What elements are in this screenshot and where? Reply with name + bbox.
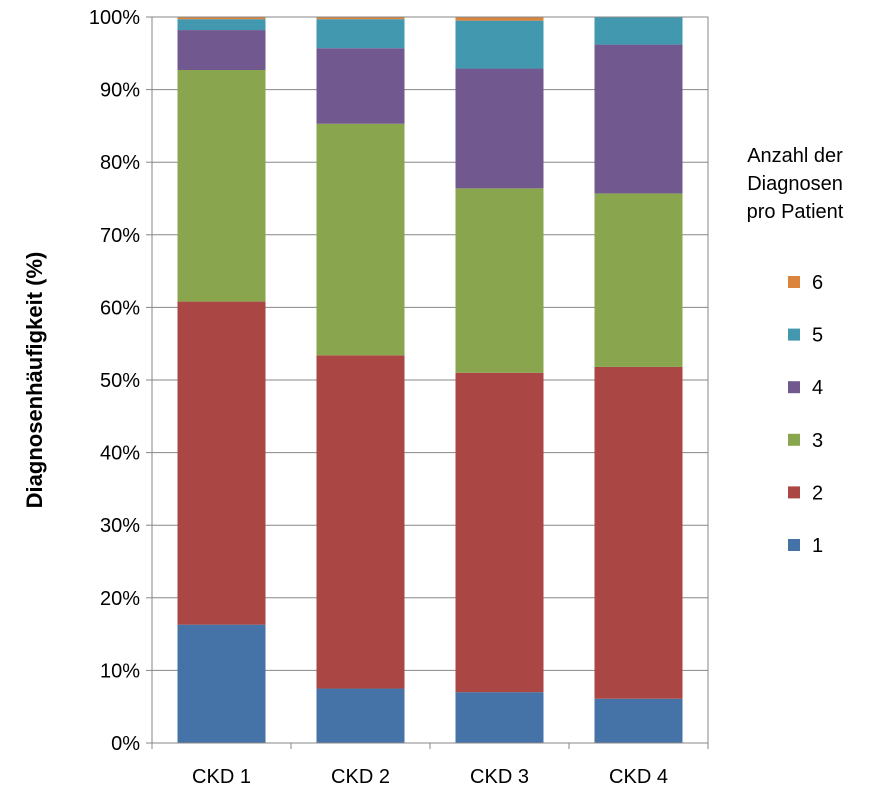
bar-segment — [594, 366, 683, 699]
y-tick-label: 80% — [100, 152, 140, 174]
plot-area-border — [151, 16, 709, 744]
bar-segment — [177, 69, 266, 302]
y-tick-label: 60% — [100, 297, 140, 319]
legend-title-line-2: Diagnosen — [747, 173, 843, 195]
legend-label: 4 — [812, 377, 823, 399]
legend-swatch — [788, 328, 800, 341]
legend: Anzahl der Diagnosen pro Patient 6 5 4 3 2 1 — [747, 145, 844, 557]
bar-segment — [316, 17, 405, 20]
legend-title-line-3: pro Patient — [747, 201, 844, 223]
legend-label: 6 — [812, 272, 823, 294]
y-tick-label: 90% — [100, 80, 140, 102]
bar-segment — [594, 17, 683, 45]
bar-segment — [316, 123, 405, 356]
legend-swatch — [788, 276, 800, 288]
legend-title-line-1: Anzahl der — [747, 145, 843, 167]
y-tick-label: 10% — [100, 660, 140, 682]
legend-label: 5 — [812, 325, 823, 347]
bar-segment — [594, 193, 683, 367]
bar-segment — [455, 692, 544, 743]
x-tick-label: CKD 1 — [192, 766, 251, 788]
legend-swatch — [788, 486, 800, 499]
bar-segment — [316, 48, 405, 124]
y-tick-labels: 0% 10% 20% 30% 40% 50% 60% 70% 80% 90% 100% — [89, 7, 140, 755]
legend-label: 1 — [812, 535, 823, 557]
bar-segment — [594, 44, 683, 194]
legend-items: 6 5 4 3 2 1 — [788, 272, 823, 557]
bar-segment — [594, 698, 683, 743]
y-tick-label: 70% — [100, 225, 140, 247]
legend-label: 2 — [812, 482, 823, 504]
bar-segment — [177, 17, 266, 20]
bars — [177, 17, 683, 743]
bar-segment — [316, 355, 405, 689]
legend-swatch — [788, 433, 800, 446]
y-tick-label: 30% — [100, 515, 140, 537]
y-tick-label: 20% — [100, 588, 140, 610]
bar-segment — [177, 30, 266, 70]
bar-segment — [316, 19, 405, 49]
bar-segment — [177, 624, 266, 743]
bar-segment — [455, 20, 544, 69]
axes — [146, 16, 709, 749]
bar-segment — [455, 372, 544, 693]
x-tick-label: CKD 3 — [470, 766, 529, 788]
legend-swatch — [788, 539, 800, 551]
y-tick-label: 0% — [111, 733, 140, 755]
bar-segment — [455, 68, 544, 189]
bar-segment — [455, 17, 544, 21]
y-tick-label: 50% — [100, 370, 140, 392]
x-tick-labels: CKD 1 CKD 2 CKD 3 CKD 4 — [192, 766, 668, 788]
y-tick-label: 100% — [89, 7, 140, 29]
bar-segment — [455, 188, 544, 373]
bar-segment — [316, 688, 405, 743]
y-tick-label: 40% — [100, 443, 140, 465]
x-tick-label: CKD 2 — [331, 766, 390, 788]
bar-segment — [177, 19, 266, 31]
legend-swatch — [788, 381, 800, 394]
y-axis-title: Diagnosenhäufigkeit (%) — [22, 252, 47, 509]
bar-segment — [177, 301, 266, 625]
x-tick-label: CKD 4 — [609, 766, 668, 788]
legend-label: 3 — [812, 430, 823, 452]
